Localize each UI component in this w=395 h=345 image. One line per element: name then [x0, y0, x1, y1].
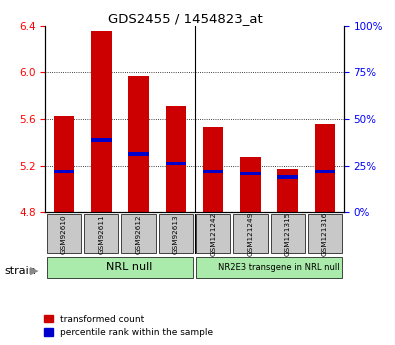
Text: GSM121242: GSM121242: [210, 211, 216, 256]
Text: ▶: ▶: [30, 266, 38, 276]
Text: GDS2455 / 1454823_at: GDS2455 / 1454823_at: [108, 12, 263, 25]
Bar: [203, 170, 224, 173]
Bar: [166, 106, 186, 212]
Bar: [315, 124, 335, 212]
FancyBboxPatch shape: [308, 214, 342, 253]
Text: GSM92610: GSM92610: [61, 214, 67, 254]
FancyBboxPatch shape: [196, 214, 230, 253]
Text: GSM92613: GSM92613: [173, 214, 179, 254]
Bar: [240, 172, 261, 176]
FancyBboxPatch shape: [159, 214, 193, 253]
Bar: [128, 152, 149, 156]
Text: strain: strain: [5, 266, 37, 276]
Bar: [128, 76, 149, 212]
Bar: [240, 157, 261, 212]
FancyBboxPatch shape: [47, 214, 81, 253]
Text: GSM121249: GSM121249: [247, 211, 254, 256]
Bar: [91, 31, 112, 212]
FancyBboxPatch shape: [196, 257, 342, 278]
Bar: [54, 116, 74, 212]
Bar: [277, 169, 298, 212]
Text: GSM92612: GSM92612: [135, 214, 142, 254]
FancyBboxPatch shape: [122, 214, 156, 253]
Text: NR2E3 transgene in NRL null: NR2E3 transgene in NRL null: [218, 263, 339, 272]
Text: GSM121316: GSM121316: [322, 211, 328, 256]
Text: GSM121315: GSM121315: [285, 211, 291, 256]
Bar: [166, 161, 186, 165]
Legend: transformed count, percentile rank within the sample: transformed count, percentile rank withi…: [44, 315, 213, 337]
Bar: [91, 138, 112, 142]
Bar: [54, 170, 74, 173]
Text: GSM92611: GSM92611: [98, 214, 104, 254]
FancyBboxPatch shape: [47, 257, 193, 278]
Bar: [203, 127, 224, 212]
FancyBboxPatch shape: [271, 214, 305, 253]
Bar: [315, 170, 335, 173]
Text: NRL null: NRL null: [106, 263, 152, 272]
FancyBboxPatch shape: [84, 214, 118, 253]
Bar: [277, 176, 298, 179]
FancyBboxPatch shape: [233, 214, 267, 253]
